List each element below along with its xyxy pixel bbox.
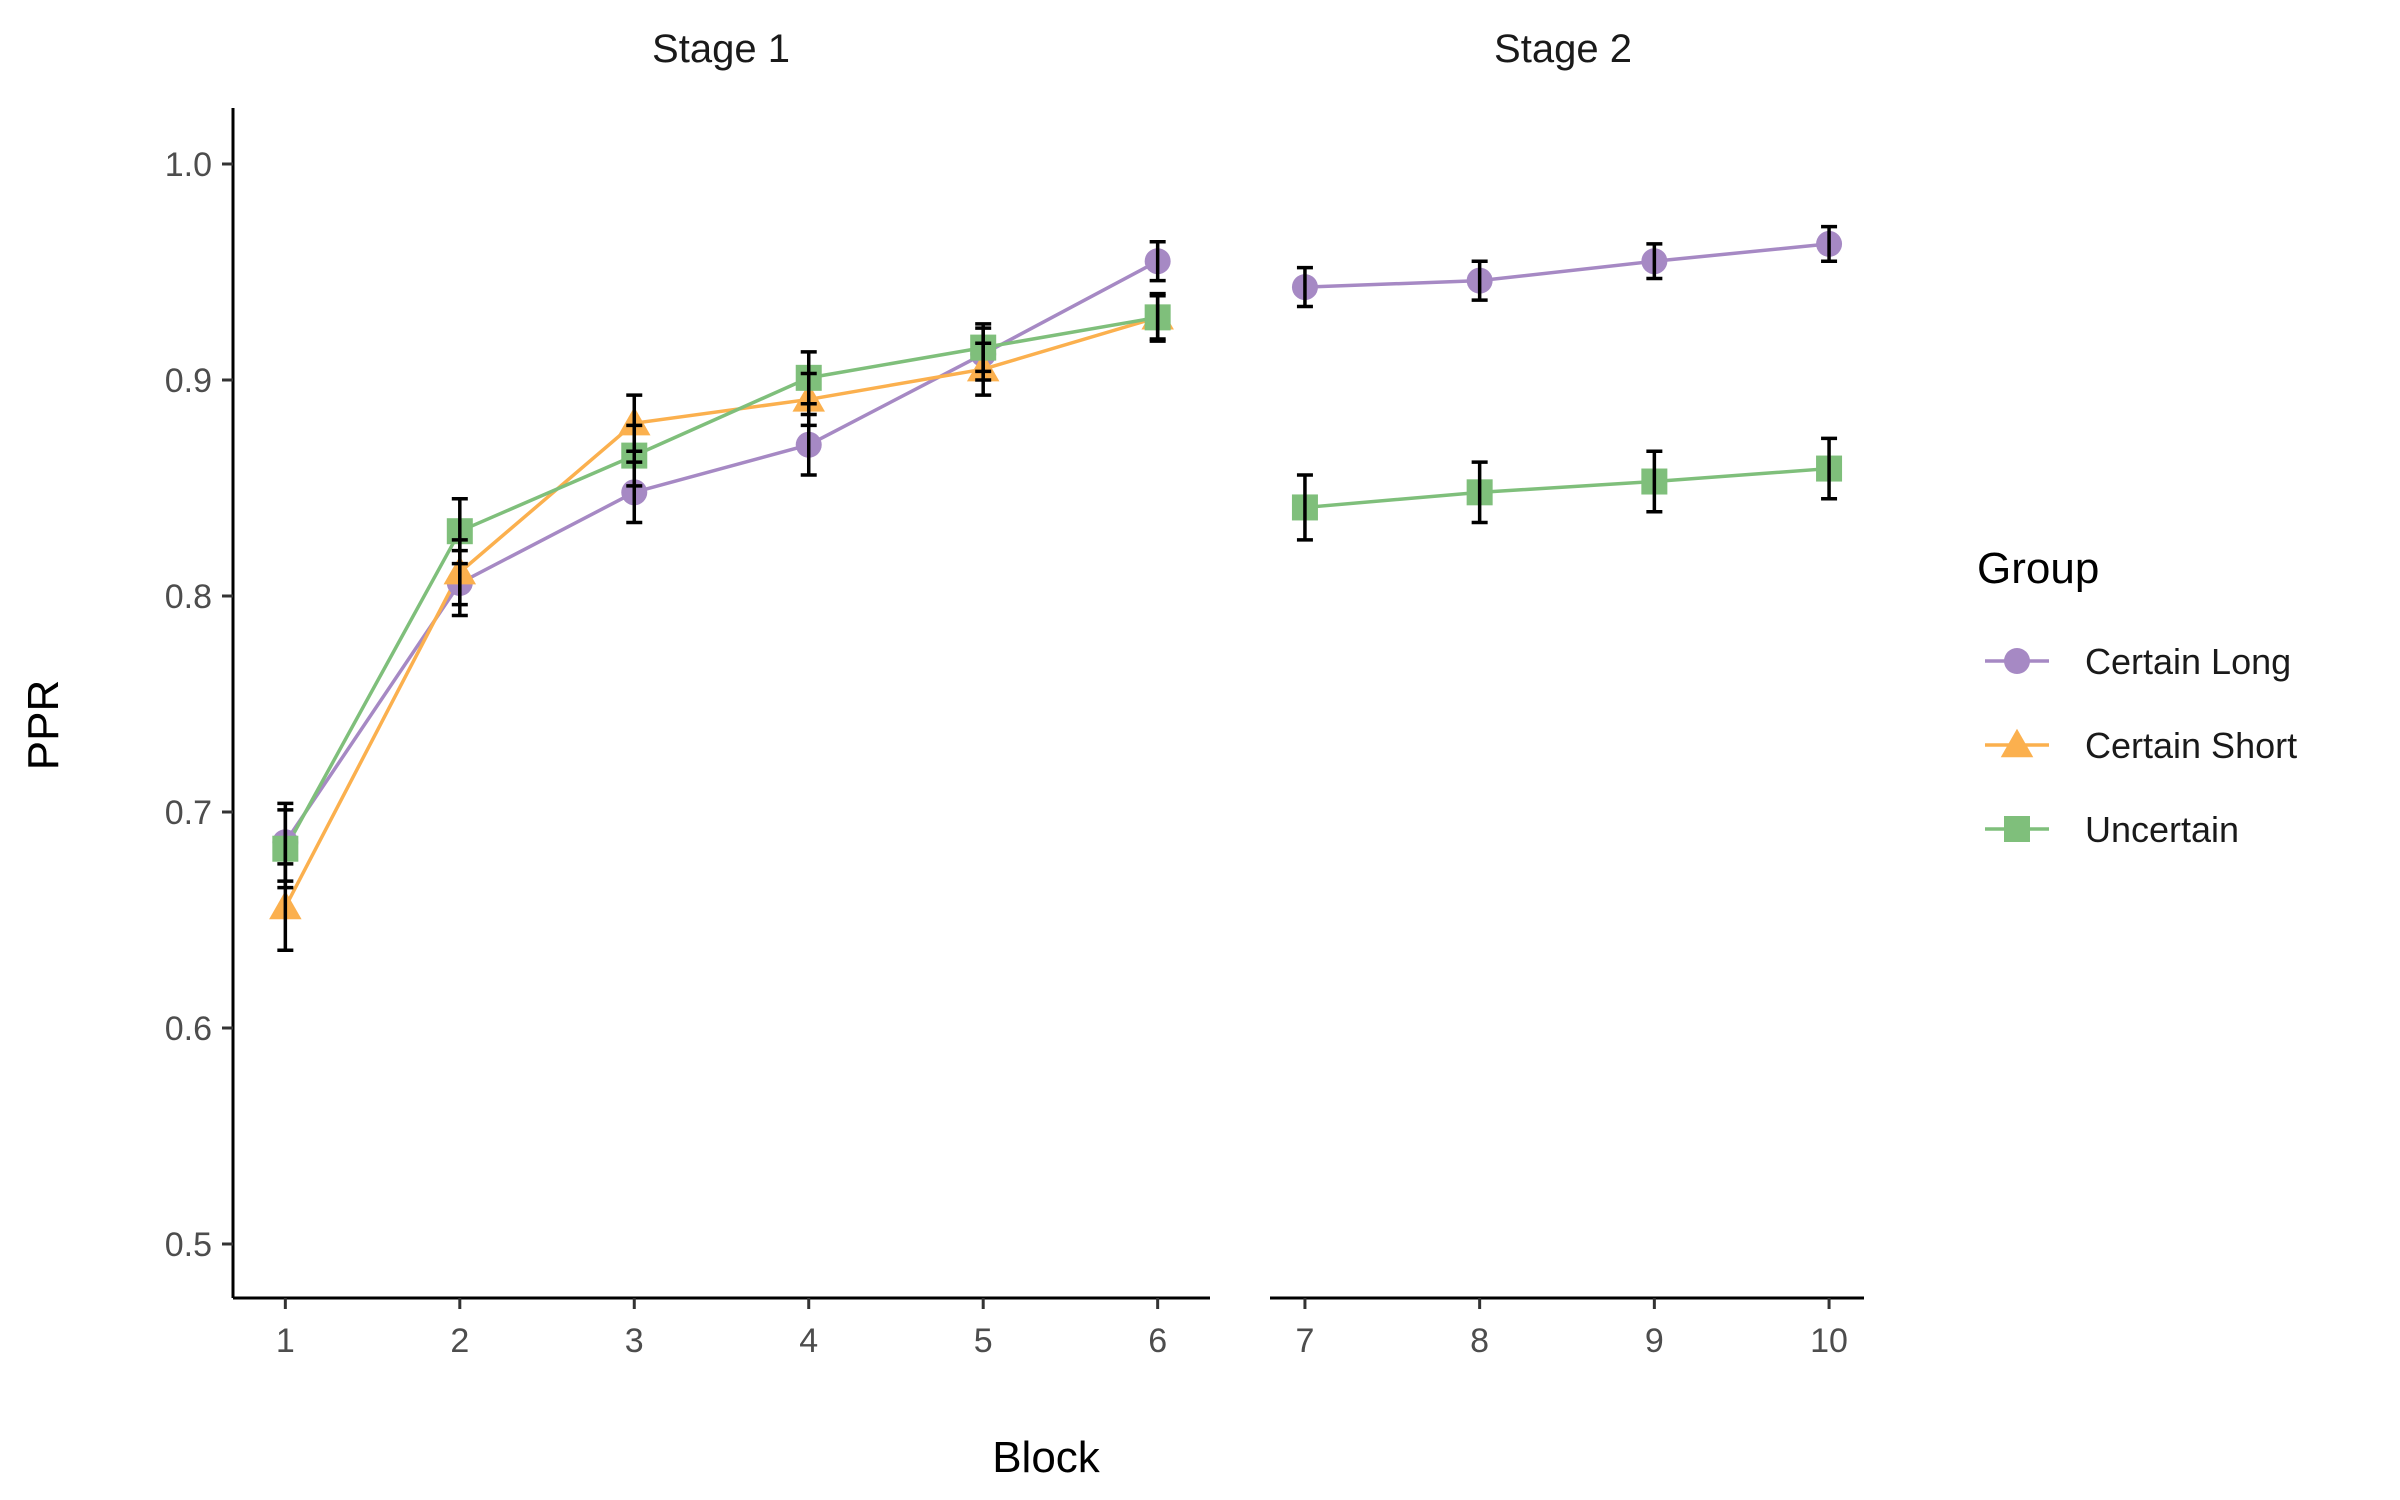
x-tick-label: 4 <box>799 1322 818 1360</box>
error-bar <box>626 423 643 488</box>
error-bar <box>1821 224 1838 263</box>
legend-key-marker <box>2000 728 2034 758</box>
series-line-uncertain <box>283 315 1158 850</box>
x-tick-label: 6 <box>1148 1322 1167 1360</box>
y-tick-label: 0.7 <box>165 794 212 832</box>
x-tick-label: 1 <box>276 1322 295 1360</box>
legend: Group Certain Long Certain Short Uncertain <box>1977 544 2297 850</box>
x-tick-label: 10 <box>1810 1322 1848 1360</box>
y-axis: 0.5 0.6 0.7 0.8 0.9 1.0 <box>165 108 235 1298</box>
x-tick-label: 8 <box>1470 1322 1489 1360</box>
legend-entry-uncertain: Uncertain <box>1985 809 2239 850</box>
legend-label: Certain Short <box>2085 725 2297 766</box>
x-tick-label: 3 <box>625 1322 644 1360</box>
legend-title: Group <box>1977 544 2099 593</box>
error-bar <box>1821 436 1838 501</box>
y-tick-label: 1.0 <box>165 146 212 184</box>
y-axis-title: PPR <box>19 680 68 770</box>
x-tick-label: 5 <box>974 1322 993 1360</box>
x-tick-label: 2 <box>450 1322 469 1360</box>
error-bar <box>975 322 992 374</box>
legend-entry-certain-short: Certain Short <box>1985 725 2297 766</box>
series-line-certain-short <box>283 315 1159 908</box>
legend-entry-certain-long: Certain Long <box>1985 641 2291 682</box>
error-bar <box>1296 265 1313 309</box>
y-tick-label: 0.6 <box>165 1010 212 1048</box>
x-tick-label: 9 <box>1645 1322 1664 1360</box>
error-bar <box>451 497 468 566</box>
series-line-certain-long <box>283 259 1159 844</box>
error-bar <box>1471 259 1488 302</box>
legend-key-marker <box>2004 648 2030 674</box>
error-bar <box>277 808 294 890</box>
legend-key-marker <box>2004 816 2030 842</box>
legend-label: Uncertain <box>2085 809 2239 850</box>
y-tick-label: 0.9 <box>165 362 212 400</box>
y-tick-label: 0.5 <box>165 1226 212 1264</box>
y-tick-label: 0.8 <box>165 578 212 616</box>
error-bar <box>1646 242 1663 281</box>
facet-title-stage-2: Stage 2 <box>1494 27 1632 71</box>
facet-title-stage-1: Stage 1 <box>652 27 790 71</box>
error-bar <box>800 350 817 406</box>
legend-label: Certain Long <box>2085 641 2291 682</box>
series-line-certain-long <box>1304 242 1830 289</box>
error-bar <box>1646 449 1663 514</box>
error-bar <box>1149 294 1166 341</box>
x-axis-title: Block <box>992 1433 1101 1482</box>
error-bar <box>1296 473 1313 542</box>
x-tick-label: 7 <box>1295 1322 1314 1360</box>
panel-stage-1: 1 2 3 4 5 6 <box>233 240 1210 1360</box>
series-line-uncertain <box>1304 466 1830 510</box>
error-bar <box>1471 460 1488 525</box>
error-bar <box>1149 240 1166 283</box>
panel-stage-2: 7 8 9 10 <box>1270 224 1864 1360</box>
